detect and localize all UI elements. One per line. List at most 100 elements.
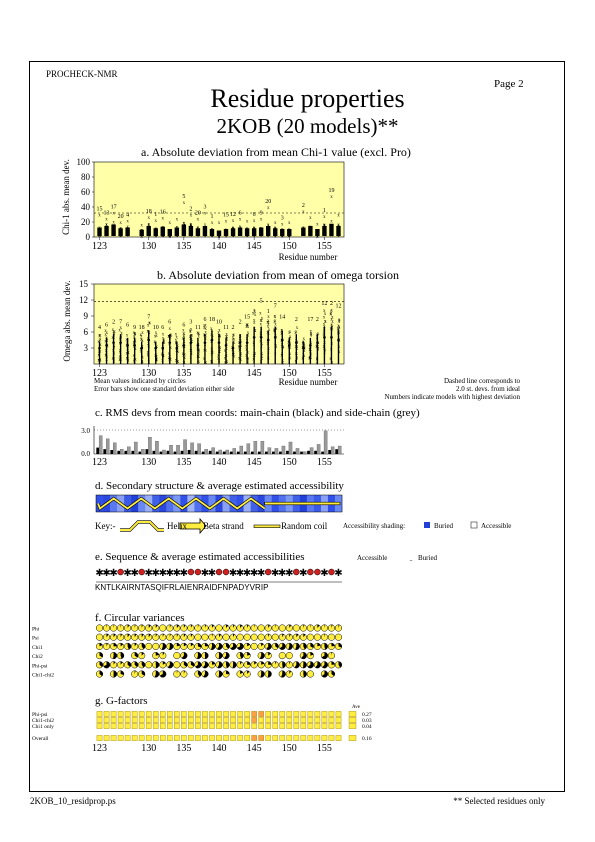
variance-wedge bbox=[211, 624, 214, 628]
data-point: x bbox=[267, 323, 270, 328]
data-point: x bbox=[217, 331, 220, 336]
data-point: x bbox=[154, 234, 157, 239]
data-point: x bbox=[104, 340, 107, 345]
gfactor-cell bbox=[223, 735, 229, 741]
ave-value: 0.27 bbox=[362, 712, 372, 718]
mean-circle bbox=[266, 338, 270, 342]
variance-wedge bbox=[197, 643, 202, 648]
variance-wedge bbox=[317, 624, 320, 628]
data-point: x bbox=[189, 330, 192, 335]
data-point: x bbox=[190, 328, 193, 333]
data-point: x bbox=[273, 315, 276, 320]
gfactor-cell bbox=[159, 711, 166, 717]
variance-circle bbox=[102, 633, 111, 641]
gfactor-cell bbox=[209, 711, 215, 717]
variance-wedge bbox=[259, 652, 265, 659]
data-point: x bbox=[113, 330, 116, 335]
gfactor-cell bbox=[279, 717, 286, 723]
variance-wedge bbox=[268, 652, 271, 656]
data-point: x bbox=[225, 335, 228, 340]
side-chain-bar bbox=[204, 449, 208, 455]
gfactor-cell bbox=[314, 723, 321, 729]
data-point: x bbox=[111, 336, 114, 341]
mean-circle bbox=[217, 341, 221, 344]
data-point: x bbox=[324, 312, 327, 317]
variance-wedge bbox=[303, 633, 306, 638]
data-point: x bbox=[267, 315, 270, 320]
gfactor-cell bbox=[166, 735, 173, 741]
data-point: x bbox=[153, 340, 156, 345]
data-point: x bbox=[253, 321, 256, 326]
side-chain-bar bbox=[225, 449, 229, 455]
panel-b-title: b. Absolute deviation from mean of omega… bbox=[157, 268, 399, 282]
x-tick-label: 150 bbox=[282, 457, 297, 468]
panel-f-title: f. Circular variances bbox=[95, 612, 185, 624]
data-point: x bbox=[324, 348, 327, 353]
data-point: x bbox=[303, 342, 306, 347]
data-point: x bbox=[176, 360, 179, 365]
variance-wedge bbox=[237, 643, 244, 650]
data-point: x bbox=[204, 234, 207, 239]
page-title: Residue properties bbox=[210, 84, 405, 113]
side-chain-bar bbox=[120, 449, 124, 455]
data-point: x bbox=[253, 319, 256, 324]
data-point: x bbox=[323, 223, 326, 228]
model-label: 2 bbox=[232, 325, 235, 331]
data-point: x bbox=[141, 356, 144, 361]
data-point: x bbox=[259, 319, 262, 324]
accessible-star: ✱ bbox=[285, 568, 293, 579]
data-point: x bbox=[198, 332, 201, 337]
data-point: x bbox=[338, 350, 341, 355]
ave-header: Ave bbox=[352, 705, 361, 710]
data-point: x bbox=[225, 333, 228, 338]
variance-wedge bbox=[240, 624, 243, 628]
data-point: x bbox=[127, 351, 130, 356]
model-label: 3 bbox=[281, 216, 284, 222]
main-chain-bar bbox=[110, 450, 114, 454]
gfactor-cell bbox=[188, 735, 194, 741]
data-point: x bbox=[190, 214, 193, 219]
variance-wedge bbox=[197, 624, 199, 628]
model-label: 6 bbox=[253, 212, 256, 218]
data-point: x bbox=[105, 217, 108, 222]
accessible-star: ✱ bbox=[243, 568, 251, 579]
mean-circle bbox=[231, 346, 235, 350]
gfactor-cell bbox=[286, 735, 293, 741]
y-tick-label: 3 bbox=[84, 343, 89, 353]
y-tick-label: 0 bbox=[86, 232, 91, 242]
variance-circle bbox=[327, 633, 336, 641]
y-tick-label: 60 bbox=[81, 187, 91, 197]
x-tick-label: 140 bbox=[212, 241, 227, 252]
data-point: x bbox=[330, 310, 333, 315]
x-tick-label: 123 bbox=[92, 368, 107, 379]
model-label: 12 bbox=[321, 301, 327, 307]
data-point: x bbox=[140, 234, 143, 239]
variance-circle bbox=[334, 633, 343, 641]
data-point: x bbox=[233, 337, 236, 342]
data-point: x bbox=[155, 357, 158, 362]
data-point: x bbox=[246, 234, 249, 239]
variance-wedge bbox=[317, 643, 321, 647]
mean-circle bbox=[224, 344, 228, 347]
side-chain-bar bbox=[148, 437, 152, 455]
gfactor-cell bbox=[117, 723, 124, 729]
gfactor-cell bbox=[138, 717, 145, 723]
variance-wedge bbox=[289, 670, 292, 674]
data-point: x bbox=[125, 338, 128, 343]
side-chain-bar bbox=[337, 445, 342, 455]
gfactor-cell bbox=[244, 711, 250, 717]
data-point: x bbox=[317, 346, 320, 351]
variance-circle bbox=[278, 624, 286, 632]
data-point: x bbox=[253, 219, 256, 224]
variance-wedge bbox=[324, 633, 326, 638]
side-chain-bar bbox=[197, 443, 201, 455]
data-point: x bbox=[197, 360, 200, 365]
accessible-star: ✱ bbox=[130, 568, 138, 579]
accessible-star: ✱ bbox=[208, 568, 216, 579]
main-chain-bar bbox=[307, 450, 310, 454]
variance-wedge bbox=[169, 643, 174, 650]
mean-circle bbox=[210, 338, 214, 342]
model-label: 20 bbox=[118, 214, 124, 220]
key-coil-line bbox=[253, 524, 281, 528]
data-point: x bbox=[197, 335, 200, 340]
